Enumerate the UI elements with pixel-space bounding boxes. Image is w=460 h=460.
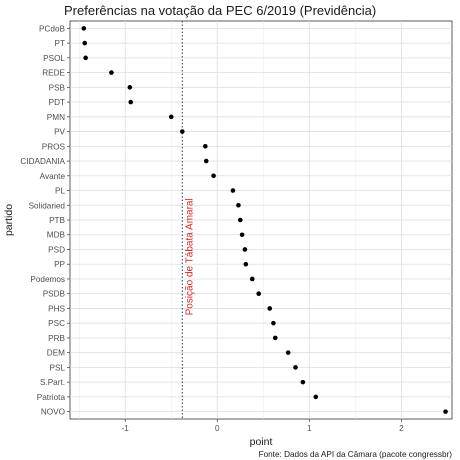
- data-point: [300, 379, 306, 385]
- y-tick-label: PDT: [49, 98, 65, 107]
- y-tick-label: DEM: [47, 349, 65, 358]
- data-point: [81, 26, 87, 31]
- y-tick-label: PCdoB: [39, 24, 65, 33]
- chart-caption: Fonte: Dados da API da Câmara (pacote co…: [259, 450, 453, 459]
- data-point: [83, 55, 88, 61]
- data-point: [443, 409, 448, 414]
- data-point: [237, 217, 243, 223]
- y-tick-label: PP: [54, 260, 65, 269]
- y-tick-label: REDE: [42, 69, 65, 78]
- y-tick-label: Avante: [40, 172, 66, 181]
- data-point: [313, 394, 319, 400]
- y-tick-label: CIDADANIA: [20, 157, 65, 166]
- y-tick-label: PTB: [49, 216, 65, 225]
- y-tick-label: PL: [55, 187, 65, 196]
- chart-title: Preferências na votação da PEC 6/2019 (P…: [64, 3, 376, 18]
- x-tick-label: 0: [215, 424, 220, 433]
- y-tick-label: Solidaried: [29, 201, 66, 210]
- y-tick-label: PT: [55, 39, 65, 48]
- data-point: [168, 114, 174, 120]
- y-tick-label: PSL: [50, 363, 66, 372]
- y-tick-label: PSB: [49, 83, 66, 92]
- reference-line-label: Posição de Tábata Amaral: [184, 198, 195, 315]
- y-tick-label: PSDB: [43, 290, 66, 299]
- data-point: [242, 247, 248, 252]
- data-point: [267, 306, 273, 311]
- y-tick-label: PSOL: [43, 54, 65, 63]
- y-tick-label: PV: [54, 128, 65, 137]
- data-point: [203, 158, 209, 164]
- y-tick-labels: PCdoB PT PSOL REDE PSB PDT PMN PV PROS CIDADANIA A…: [20, 24, 70, 417]
- data-point: [127, 85, 133, 90]
- data-point: [239, 232, 245, 238]
- x-tick-label: 2: [399, 424, 404, 433]
- data-point: [230, 188, 236, 193]
- y-tick-label: MDB: [47, 231, 66, 240]
- y-axis-title: partido: [3, 204, 15, 236]
- data-point: [272, 335, 278, 341]
- y-tick-label: PMN: [47, 113, 65, 122]
- y-tick-label: Patriota: [37, 393, 66, 402]
- data-point: [249, 276, 255, 282]
- data-point: [243, 261, 249, 267]
- reference-line-group: Posição de Tábata Amaral: [181, 21, 195, 419]
- x-tick-labels: -1 0 1 2: [122, 419, 404, 433]
- data-point: [256, 291, 261, 297]
- data-point: [203, 143, 208, 149]
- y-tick-label: PSD: [48, 245, 65, 254]
- x-tick-label: 1: [307, 424, 312, 433]
- data-point: [82, 40, 88, 46]
- y-tick-label: NOVO: [41, 408, 65, 417]
- data-points: [81, 26, 448, 414]
- data-point: [128, 99, 134, 105]
- y-tick-label: PRB: [48, 334, 65, 343]
- data-point: [109, 70, 114, 75]
- data-point: [293, 365, 298, 370]
- y-tick-label: PHS: [48, 304, 65, 313]
- y-tick-label: Podemos: [30, 275, 65, 284]
- data-point: [179, 129, 185, 134]
- y-tick-label: S.Part.: [40, 378, 65, 387]
- data-point: [285, 350, 291, 355]
- y-tick-label: PSC: [48, 319, 65, 328]
- x-axis-title: point: [250, 436, 273, 448]
- data-point: [211, 173, 216, 179]
- x-tick-label: -1: [122, 424, 130, 433]
- y-tick-label: PROS: [42, 142, 66, 151]
- data-point: [271, 320, 276, 326]
- grid-major: [70, 21, 452, 419]
- data-point: [236, 202, 241, 208]
